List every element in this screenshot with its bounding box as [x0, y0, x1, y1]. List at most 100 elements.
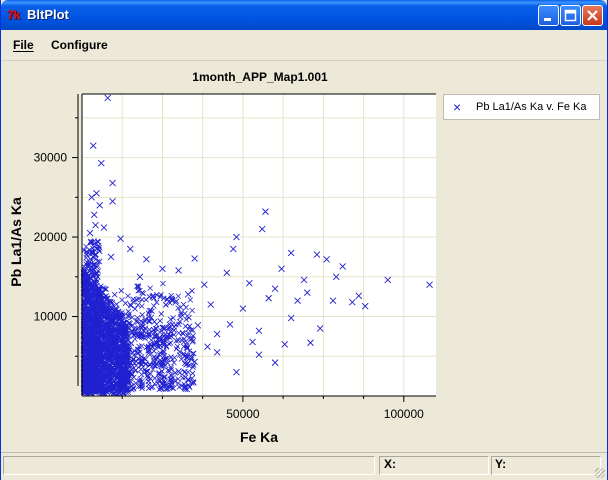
- data-point: [213, 330, 221, 338]
- data-point: [307, 339, 314, 347]
- data-point: [361, 302, 369, 310]
- legend-series-label: Pb La1/As Ka v. Fe Ka: [476, 101, 587, 113]
- data-point: [109, 197, 116, 205]
- dense-point-cluster: [80, 238, 197, 397]
- data-point: [126, 245, 134, 253]
- menu-configure[interactable]: Configure: [51, 38, 108, 52]
- chart-legend[interactable]: × Pb La1/As Ka v. Fe Ka: [443, 94, 600, 120]
- data-point: [313, 251, 321, 258]
- x-tick-label: 50000: [226, 407, 260, 421]
- status-bar: X: Y:: [1, 452, 607, 480]
- status-pane-y: [491, 456, 601, 475]
- menu-file[interactable]: File: [13, 38, 34, 52]
- minimize-icon: [544, 18, 551, 21]
- data-point: [255, 351, 263, 358]
- data-point: [93, 190, 100, 197]
- status-y-label: Y:: [495, 457, 507, 471]
- axes: [77, 93, 436, 397]
- data-point: [100, 224, 108, 231]
- data-point: [96, 201, 104, 209]
- data-point: [426, 281, 433, 289]
- y-tick-label: 10000: [34, 310, 68, 324]
- data-point: [323, 255, 330, 263]
- data-point: [107, 253, 115, 261]
- data-point: [207, 301, 215, 308]
- data-point: [143, 255, 150, 263]
- status-pane-message: [3, 456, 375, 475]
- data-point: [339, 263, 346, 270]
- chart-title: 1month_APP_Map1.001: [192, 70, 328, 84]
- title-bar[interactable]: 7k BltPlot: [1, 0, 607, 30]
- data-point: [213, 348, 221, 356]
- status-x-label: X:: [384, 457, 396, 471]
- data-point: [97, 159, 105, 167]
- data-point: [86, 229, 94, 237]
- maximize-button[interactable]: [560, 5, 581, 26]
- data-point: [88, 193, 95, 201]
- data-point: [184, 290, 192, 298]
- data-point: [159, 265, 166, 273]
- data-point: [265, 294, 272, 302]
- data-point: [229, 245, 237, 253]
- data-point: [117, 235, 124, 242]
- data-point: [316, 325, 324, 332]
- data-point: [175, 267, 182, 274]
- data-points: [80, 94, 433, 397]
- minimize-button[interactable]: [538, 5, 559, 26]
- close-button[interactable]: [582, 5, 603, 26]
- data-point: [300, 276, 308, 284]
- data-point: [262, 208, 269, 215]
- y-axis-label: Pb La1/As Ka: [8, 197, 24, 287]
- data-point: [168, 297, 176, 304]
- data-point: [255, 327, 263, 335]
- data-point: [109, 179, 116, 187]
- maximize-icon: [564, 9, 577, 22]
- data-point: [92, 221, 99, 229]
- data-point: [258, 225, 266, 233]
- data-point: [226, 321, 234, 328]
- data-point: [204, 343, 211, 351]
- data-point: [384, 276, 392, 284]
- data-point: [303, 289, 311, 297]
- data-point: [233, 233, 240, 241]
- data-point: [355, 292, 363, 300]
- data-point: [287, 249, 295, 257]
- data-point: [89, 142, 97, 149]
- data-point: [332, 273, 340, 281]
- data-point: [271, 359, 279, 366]
- legend-x-marker-icon: ×: [453, 99, 462, 115]
- data-point: [191, 255, 198, 262]
- y-tick-label: 30000: [34, 151, 68, 165]
- data-point: [278, 265, 285, 273]
- data-point: [200, 281, 208, 289]
- data-point: [329, 297, 337, 304]
- data-point: [249, 338, 256, 346]
- resize-grip-icon[interactable]: [595, 468, 605, 478]
- data-point: [175, 368, 182, 375]
- y-tick-label: 20000: [34, 230, 68, 244]
- data-point: [271, 285, 279, 293]
- close-icon: [587, 10, 598, 21]
- data-point: [349, 298, 356, 306]
- status-pane-x: [379, 456, 489, 475]
- data-point: [136, 273, 144, 281]
- data-point: [223, 269, 231, 277]
- data-point: [233, 368, 240, 376]
- x-tick-label: 100000: [384, 407, 424, 421]
- axis-ticks: 50000 100000 10000 20000 30000: [34, 117, 424, 421]
- window-title: BltPlot: [27, 7, 69, 22]
- data-point: [287, 314, 295, 322]
- data-point: [239, 305, 247, 312]
- data-point: [294, 297, 301, 304]
- data-point: [246, 279, 253, 287]
- scatter-plot[interactable]: 1month_APP_Map1.001 50000 100000 10000 2000…: [1, 0, 608, 452]
- data-point: [149, 293, 157, 300]
- data-point: [194, 321, 202, 329]
- data-point: [191, 358, 198, 366]
- tk-feather-icon: 7k: [7, 8, 21, 22]
- data-point: [90, 211, 98, 219]
- data-point: [281, 341, 289, 348]
- data-point: [104, 94, 112, 102]
- menu-bar: File Configure: [1, 30, 607, 61]
